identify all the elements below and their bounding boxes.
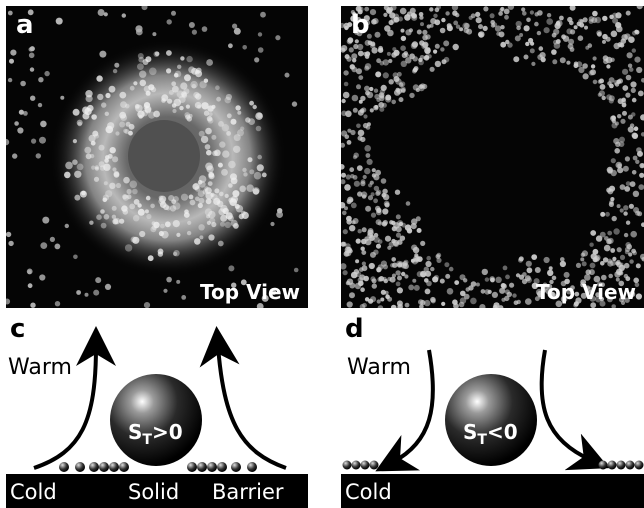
panel-letter-a: a [16,10,34,40]
top-view-label-b: Top View [535,280,636,304]
soret-label-c: ST>0 [128,420,183,448]
top-view-label-a: Top View [199,280,300,304]
panel-b-micrograph: b Top View [341,6,644,308]
convection-arrow-right-d [539,349,610,471]
substrate-bar-d: Cold [341,474,644,508]
bar-label-cold-c: Cold [10,480,57,504]
warm-label-d: Warm [347,355,411,380]
convection-arrow-right [199,326,287,470]
micrograph-a-image [6,6,308,308]
schematic-c-drawing [33,326,287,472]
soret-label-d: ST<0 [463,420,518,448]
panel-letter-b: b [351,10,370,40]
panel-letter-d: d [345,314,364,344]
bar-label-solid-c: Solid [128,480,180,504]
colloid-sphere-c [110,374,202,466]
colloid-sphere-d [445,374,537,466]
warm-label-c: Warm [8,355,72,380]
bar-label-cold-d: Cold [345,480,392,504]
micrograph-b-image [341,6,644,308]
schematic-d-drawing [342,349,644,472]
panel-c-schematic: c Warm ST>0 Cold Solid Barrier [6,312,308,508]
small-particles-d [342,460,644,470]
panel-d-schematic: d Warm ST<0 Cold [341,312,644,508]
convection-arrow-left [33,326,116,470]
panel-letter-c: c [10,314,26,344]
bar-label-barrier-c: Barrier [212,480,284,504]
substrate-bar-c: Cold Solid Barrier [6,474,308,508]
convection-arrow-left-d [375,349,435,472]
small-particles-c [59,462,257,472]
panel-a-micrograph: a Top View [6,6,308,308]
